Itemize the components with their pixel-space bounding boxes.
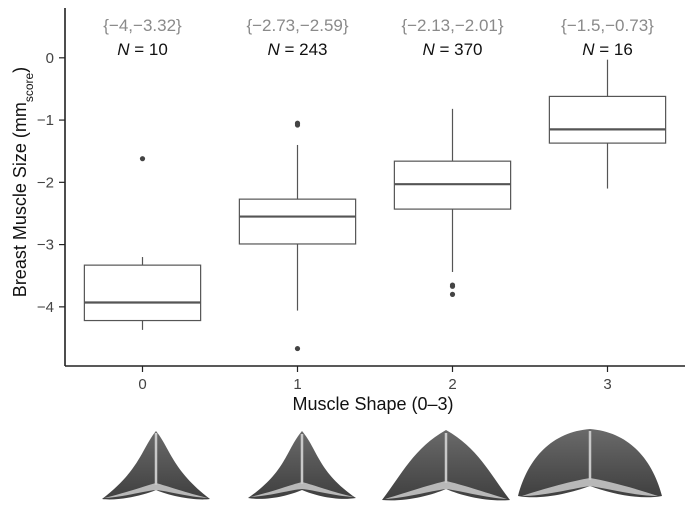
outlier-1-2 xyxy=(294,345,301,352)
box-0 xyxy=(83,264,202,322)
n-label-2: N = 370 xyxy=(422,40,482,59)
y-tick-label-4: −4 xyxy=(37,299,54,316)
sternum-illustrations xyxy=(102,429,662,501)
range-label-3: {−1.5,−0.73} xyxy=(561,16,654,35)
sternum-shape-3-icon xyxy=(518,429,662,498)
box-group-0 xyxy=(83,156,202,330)
y-tick-label-0: 0 xyxy=(46,50,54,67)
box-group-1 xyxy=(238,120,357,352)
box-1 xyxy=(238,198,357,245)
box-group-2 xyxy=(393,108,512,297)
n-label-3: N = 16 xyxy=(582,40,633,59)
box-group-3 xyxy=(548,59,667,189)
outlier-2-2 xyxy=(449,291,456,297)
sternum-shape-1-icon xyxy=(248,431,356,499)
x-tick-label-3: 3 xyxy=(603,376,611,393)
sternum-shape-2-icon xyxy=(382,430,510,501)
outlier-0-0 xyxy=(139,156,146,162)
n-label-0: N = 10 xyxy=(117,40,168,59)
x-tick-label-0: 0 xyxy=(138,376,146,393)
x-axis-title: Muscle Shape (0–3) xyxy=(292,394,453,414)
outlier-1-1 xyxy=(294,122,301,128)
box-series xyxy=(83,59,667,352)
group-annotations: {−4,−3.32} N = 10 {−2.73,−2.59} N = 243 {−2.… xyxy=(103,16,654,59)
box-3 xyxy=(548,95,667,144)
y-tick-label-3: −3 xyxy=(37,237,54,254)
y-axis-title: Breast Muscle Size (mmscore) xyxy=(10,67,36,297)
outlier-2-1 xyxy=(449,283,456,289)
y-tick-label-2: −2 xyxy=(37,174,54,191)
y-tick-label-1: −1 xyxy=(37,112,54,129)
sternum-shape-0-icon xyxy=(102,431,210,500)
range-label-0: {−4,−3.32} xyxy=(103,16,182,35)
n-label-1: N = 243 xyxy=(267,40,327,59)
x-tick-label-1: 1 xyxy=(293,376,301,393)
range-label-1: {−2.73,−2.59} xyxy=(246,16,348,35)
range-label-2: {−2.13,−2.01} xyxy=(401,16,503,35)
x-tick-label-2: 2 xyxy=(448,376,456,393)
x-axis-ticks: 0 1 2 3 xyxy=(138,366,612,393)
y-axis-ticks: 0 −1 −2 −3 −4 xyxy=(37,50,65,316)
